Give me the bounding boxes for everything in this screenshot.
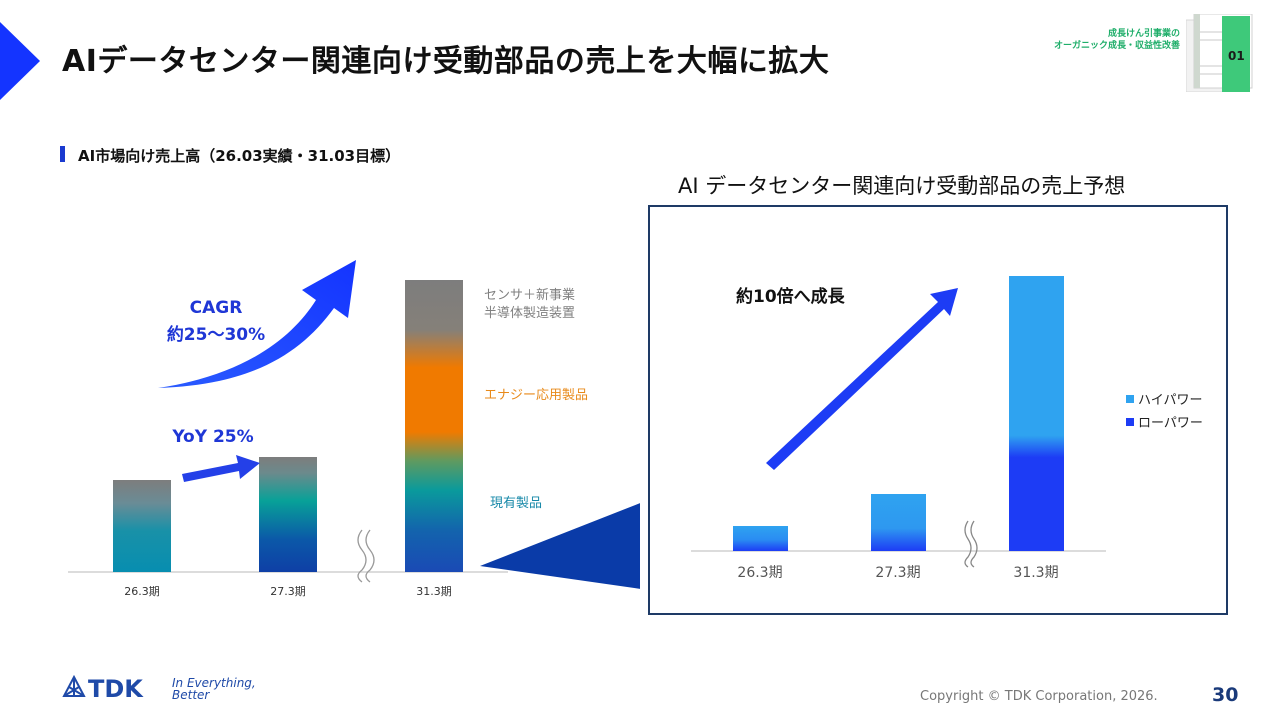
left-chart: 26.3期 27.3期 31.3期	[68, 260, 640, 598]
right-tick-27: 27.3期	[875, 565, 920, 581]
legend-swatch-high	[1126, 395, 1134, 403]
growth-label: 約10倍へ成長	[736, 287, 845, 307]
segment-label-energy: エナジー応用製品	[484, 388, 589, 403]
right-panel-title: AI データセンター関連向け受動部品の売上予想	[678, 174, 1126, 198]
page-number: 30	[1212, 684, 1239, 706]
tagline-line2: オーガニック成長・収益性改善	[1053, 41, 1180, 51]
legend-label-low: ローパワー	[1138, 416, 1203, 431]
right-bar-31	[1009, 276, 1064, 551]
svg-text:TDK: TDK	[88, 675, 144, 703]
tagline-line1: 成長けん引事業の	[1107, 29, 1180, 39]
legend-label-high: ハイパワー	[1138, 393, 1202, 408]
left-axis-break	[357, 529, 367, 583]
growth-arrow	[766, 288, 958, 470]
zoom-connector	[480, 503, 640, 589]
left-bar-26	[113, 480, 171, 572]
left-bar-31	[405, 280, 463, 572]
cagr-arrow	[158, 260, 356, 388]
tdk-emblem-icon	[62, 674, 86, 697]
left-tick-26: 26.3期	[124, 585, 160, 598]
left-tick-31: 31.3期	[416, 585, 452, 598]
cagr-label: CAGR	[189, 298, 243, 318]
svg-text:In Everything,: In Everything,	[172, 676, 256, 690]
right-bar-26	[733, 526, 788, 551]
section-number: 01	[1228, 49, 1245, 63]
yoy-arrow	[182, 455, 260, 482]
copyright: Copyright © TDK Corporation, 2026.	[920, 689, 1158, 704]
corner-accent	[0, 22, 40, 100]
cagr-value: 約25～30%	[166, 325, 266, 345]
yoy-label: YoY 25%	[172, 427, 254, 447]
left-tick-27: 27.3期	[270, 585, 306, 598]
right-panel-frame	[648, 205, 1228, 615]
segment-label-existing: 現有製品	[490, 496, 543, 511]
page-title: AIデータセンター関連向け受動部品の売上を大幅に拡大	[62, 44, 830, 79]
segment-label-sensor: センサ＋新事業 半導体製造装置	[484, 288, 576, 321]
left-subtitle: AI市場向け売上高（26.03実績・31.03目標）	[78, 147, 401, 165]
right-bar-27	[871, 494, 926, 551]
tdk-logo: TDK In Everything, Better	[62, 674, 282, 704]
section-tab-icon	[1185, 13, 1256, 93]
subtitle-bar	[60, 146, 65, 162]
right-chart: 26.3期 27.3期 31.3期 ハイパワー ローパワー	[691, 276, 1203, 581]
right-tick-31: 31.3期	[1013, 565, 1058, 581]
legend-swatch-low	[1126, 418, 1134, 426]
right-tick-26: 26.3期	[737, 565, 782, 581]
right-axis-break	[964, 520, 972, 568]
left-bar-27	[259, 457, 317, 572]
svg-text:Better: Better	[172, 688, 210, 702]
